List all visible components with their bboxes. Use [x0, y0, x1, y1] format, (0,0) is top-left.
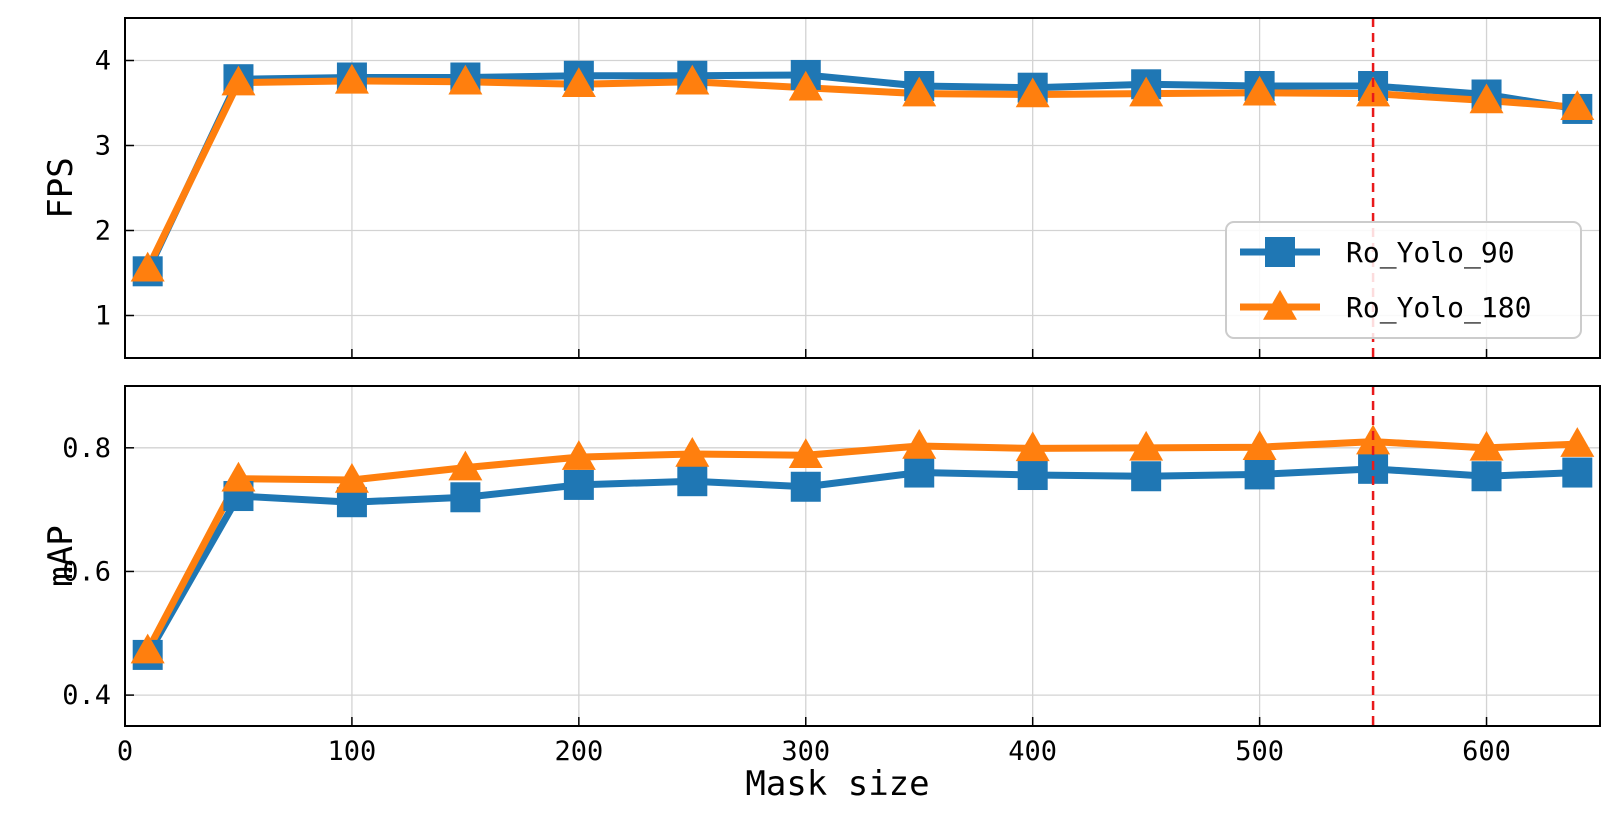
y-axis-title: mAP [41, 525, 81, 586]
legend-marker-square [1265, 237, 1295, 267]
x-tick-label: 600 [1462, 736, 1511, 767]
series-line-ro-yolo-90 [144, 71, 1578, 273]
data-point-square [904, 457, 935, 488]
data-point-triangle [1129, 76, 1164, 107]
data-point-triangle [448, 64, 483, 95]
data-point-triangle [221, 461, 256, 492]
data-point-triangle [902, 428, 937, 459]
y-axis-title: FPS [41, 157, 81, 218]
data-point-triangle [1015, 431, 1050, 462]
data-point-square [677, 466, 708, 497]
x-tick-label: 200 [554, 736, 603, 767]
data-point-triangle [788, 438, 823, 468]
data-point-triangle [788, 70, 823, 101]
data-point-triangle [221, 65, 256, 96]
data-point-square [1244, 459, 1275, 490]
legend-marker-triangle [1263, 290, 1297, 320]
data-point-square [1131, 461, 1162, 492]
x-tick-label: 400 [1008, 736, 1057, 767]
data-point-triangle [448, 450, 483, 481]
y-tick-label: 0.8 [62, 433, 111, 464]
data-point-triangle [1015, 77, 1050, 108]
y-tick-label: 0.4 [62, 680, 111, 711]
data-point-square [790, 471, 821, 502]
data-point-square [1017, 460, 1048, 491]
data-point-triangle [1560, 90, 1595, 120]
data-point-square [450, 482, 481, 513]
y-tick-label: 1 [95, 301, 111, 332]
x-tick-label: 500 [1235, 736, 1284, 767]
y-tick-label: 3 [95, 131, 111, 162]
data-point-triangle [1129, 430, 1164, 461]
data-point-square [1562, 457, 1593, 488]
map-panel: 0.4 0.6 0.8 0 100 200 300 400 500 600 mAP Mask size [41, 385, 1601, 804]
data-point-triangle [1469, 430, 1504, 461]
data-point-triangle [675, 64, 710, 95]
data-point-triangle [561, 67, 596, 98]
data-point-triangle [902, 76, 937, 107]
plot-frame [124, 385, 1601, 727]
fps-panel: 1 2 3 4 FPS Ro_Yolo_90 Ro_Yolo_180 [41, 17, 1601, 359]
data-point-triangle [334, 63, 369, 94]
data-point-triangle [1356, 76, 1391, 107]
x-axis-title: Mask size [745, 764, 929, 804]
data-point-square [563, 469, 594, 500]
data-point-triangle [334, 462, 369, 493]
data-point-square [1471, 461, 1502, 492]
plot-frame [124, 17, 1601, 359]
x-tick-label: 0 [117, 736, 133, 767]
x-tick-label: 300 [781, 736, 830, 767]
y-tick-label: 2 [95, 216, 111, 247]
data-point-triangle [561, 440, 596, 470]
data-point-triangle [1242, 430, 1277, 460]
series-line-ro-yolo-180 [144, 438, 1578, 653]
y-tick-label: 0.6 [62, 556, 111, 587]
data-point-triangle [675, 437, 710, 467]
series-line-ro-yolo-180 [144, 77, 1578, 271]
legend-label: Ro_Yolo_90 [1346, 236, 1515, 270]
series-line-ro-yolo-90 [144, 465, 1578, 657]
data-point-triangle [1560, 427, 1595, 457]
legend-label: Ro_Yolo_180 [1346, 291, 1531, 325]
data-point-triangle [1242, 75, 1277, 106]
x-tick-label: 100 [328, 736, 377, 767]
data-point-triangle [130, 633, 165, 664]
data-point-triangle [130, 251, 165, 282]
data-point-triangle [1469, 83, 1504, 114]
y-tick-label: 4 [95, 46, 111, 77]
